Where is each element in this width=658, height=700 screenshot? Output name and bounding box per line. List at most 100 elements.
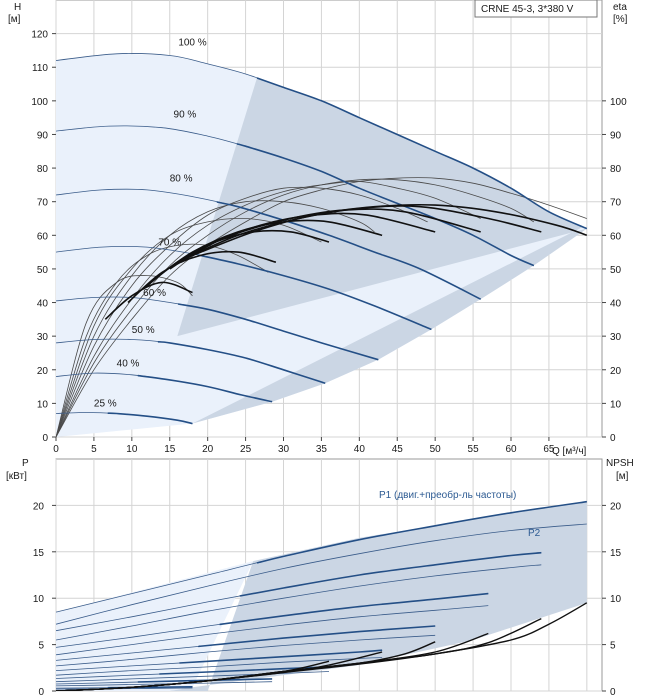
- head-tick-label: 90: [37, 130, 49, 141]
- head-tick-label: 20: [37, 366, 49, 377]
- power-curves: [56, 500, 588, 691]
- p1-curve: [256, 500, 587, 564]
- power-operating-region: [56, 501, 587, 691]
- head-axis-unit: [м]: [8, 14, 21, 25]
- eta-axis-unit: [%]: [613, 14, 628, 25]
- head-curve: [216, 201, 482, 300]
- eta-curve-thin: [56, 177, 587, 437]
- p2-curve: [56, 671, 330, 683]
- title-box: [474, 0, 598, 18]
- eta-curve: [192, 203, 588, 257]
- x-tick-label: 65: [543, 444, 555, 455]
- flow-axis-label: Q [м³/ч]: [552, 446, 587, 457]
- head-tick-label: 0: [42, 433, 48, 444]
- power-tick-label: 20: [33, 501, 45, 512]
- head-tick-label: 40: [37, 299, 49, 310]
- light-region-bottom: [56, 561, 254, 691]
- speed-label: 40 %: [117, 358, 140, 369]
- head-curve: [177, 303, 379, 361]
- eta-tick-label: 40: [610, 299, 622, 310]
- speed-label: 70 %: [158, 237, 181, 248]
- x-tick-label: 60: [505, 444, 517, 455]
- npsh-axis-label: NPSH: [606, 458, 634, 469]
- p1-curve: [198, 625, 436, 648]
- eta-axis-label: eta: [613, 2, 627, 13]
- x-tick-label: 55: [468, 444, 480, 455]
- eta-tick-label: 80: [610, 164, 622, 175]
- head-tick-label: 10: [37, 399, 49, 410]
- eta-tick-label: 50: [610, 265, 622, 276]
- head-tick-label: 100: [31, 97, 48, 108]
- eta-tick-label: 30: [610, 332, 622, 343]
- head-curve: [236, 143, 535, 267]
- speed-label: 80 %: [170, 174, 193, 185]
- npsh-tick-label: 15: [610, 548, 622, 559]
- npsh-tick-label: 0: [610, 687, 616, 698]
- npsh-tick-label: 20: [610, 501, 622, 512]
- p2-curve: [56, 564, 542, 641]
- x-tick-label: 25: [240, 444, 252, 455]
- x-tick-label: 45: [392, 444, 404, 455]
- eta-tick-label: 100: [610, 97, 627, 108]
- head-tick-label: 60: [37, 231, 49, 242]
- npsh-curve: [56, 660, 330, 691]
- head-tick-label: 70: [37, 198, 49, 209]
- npsh-axis-unit: [м]: [616, 471, 629, 482]
- head-operating-region: [56, 53, 587, 437]
- p2-curve: [56, 687, 193, 690]
- npsh-tick-label: 10: [610, 594, 622, 605]
- axes: 0 5 10 15 20 25 30 35 40 45 50 55 60 6501020304050607…: [31, 30, 627, 698]
- x-tick-label: 5: [91, 444, 97, 455]
- p2-series-label: P2: [528, 528, 541, 539]
- p1-series-label: P1 (двиг.+преобр-ль частоты): [379, 489, 516, 501]
- head-curve: [256, 77, 588, 230]
- eta-tick-label: 10: [610, 399, 622, 410]
- eta-tick-label: 60: [610, 231, 622, 242]
- head-tick-label: 80: [37, 164, 49, 175]
- p2-curve: [56, 605, 489, 656]
- eta-curve-thin: [56, 186, 428, 437]
- power-tick-label: 10: [33, 594, 45, 605]
- dark-region: [177, 77, 587, 424]
- eta-tick-label: 0: [610, 433, 616, 444]
- dark-region-bottom: [169, 501, 587, 691]
- x-tick-label: 40: [354, 444, 366, 455]
- x-tick-label: 10: [126, 444, 138, 455]
- npsh-tick-label: 5: [610, 641, 616, 652]
- power-tick-label: 0: [38, 687, 44, 698]
- power-axis-label: P: [22, 458, 29, 469]
- p1-curve: [159, 666, 330, 675]
- eta-tick-label: 90: [610, 130, 622, 141]
- head-curves: [56, 53, 588, 437]
- curve-labels: 100 % 90 % 80 % 70 % 60 % 50 % 40 % 25 %: [94, 37, 207, 409]
- power-tick-label: 5: [38, 641, 44, 652]
- chart-title: CRNE 45-3, 3*380 V: [481, 4, 574, 15]
- head-curve: [107, 412, 193, 425]
- p2-curve: [56, 523, 587, 625]
- p1-curve: [219, 592, 489, 626]
- speed-label: 25 %: [94, 399, 117, 410]
- eta-curve: [180, 208, 481, 263]
- x-tick-label: 30: [278, 444, 290, 455]
- head-curve: [197, 254, 432, 331]
- eta-curve-thin: [56, 178, 535, 437]
- x-tick-label: 15: [164, 444, 176, 455]
- eta-curve-thin: [56, 275, 193, 437]
- head-tick-label: 50: [37, 265, 49, 276]
- eta-tick-label: 70: [610, 198, 622, 209]
- speed-label: 100 %: [178, 37, 206, 48]
- head-curve: [157, 341, 326, 384]
- speed-label: 60 %: [143, 288, 166, 299]
- power-axis-unit: [кВт]: [6, 471, 27, 482]
- eta-curve-thin: [56, 181, 481, 437]
- head-tick-label: 110: [32, 63, 48, 74]
- eta-curve-thin: [56, 243, 269, 437]
- x-tick-label: 20: [202, 444, 214, 455]
- x-tick-label: 0: [53, 444, 59, 455]
- head-tick-label: 120: [31, 30, 48, 41]
- head-tick-label: 30: [37, 332, 49, 343]
- p1-curve: [239, 551, 542, 597]
- eta-curve: [127, 250, 277, 304]
- eta-tick-label: 20: [610, 366, 622, 377]
